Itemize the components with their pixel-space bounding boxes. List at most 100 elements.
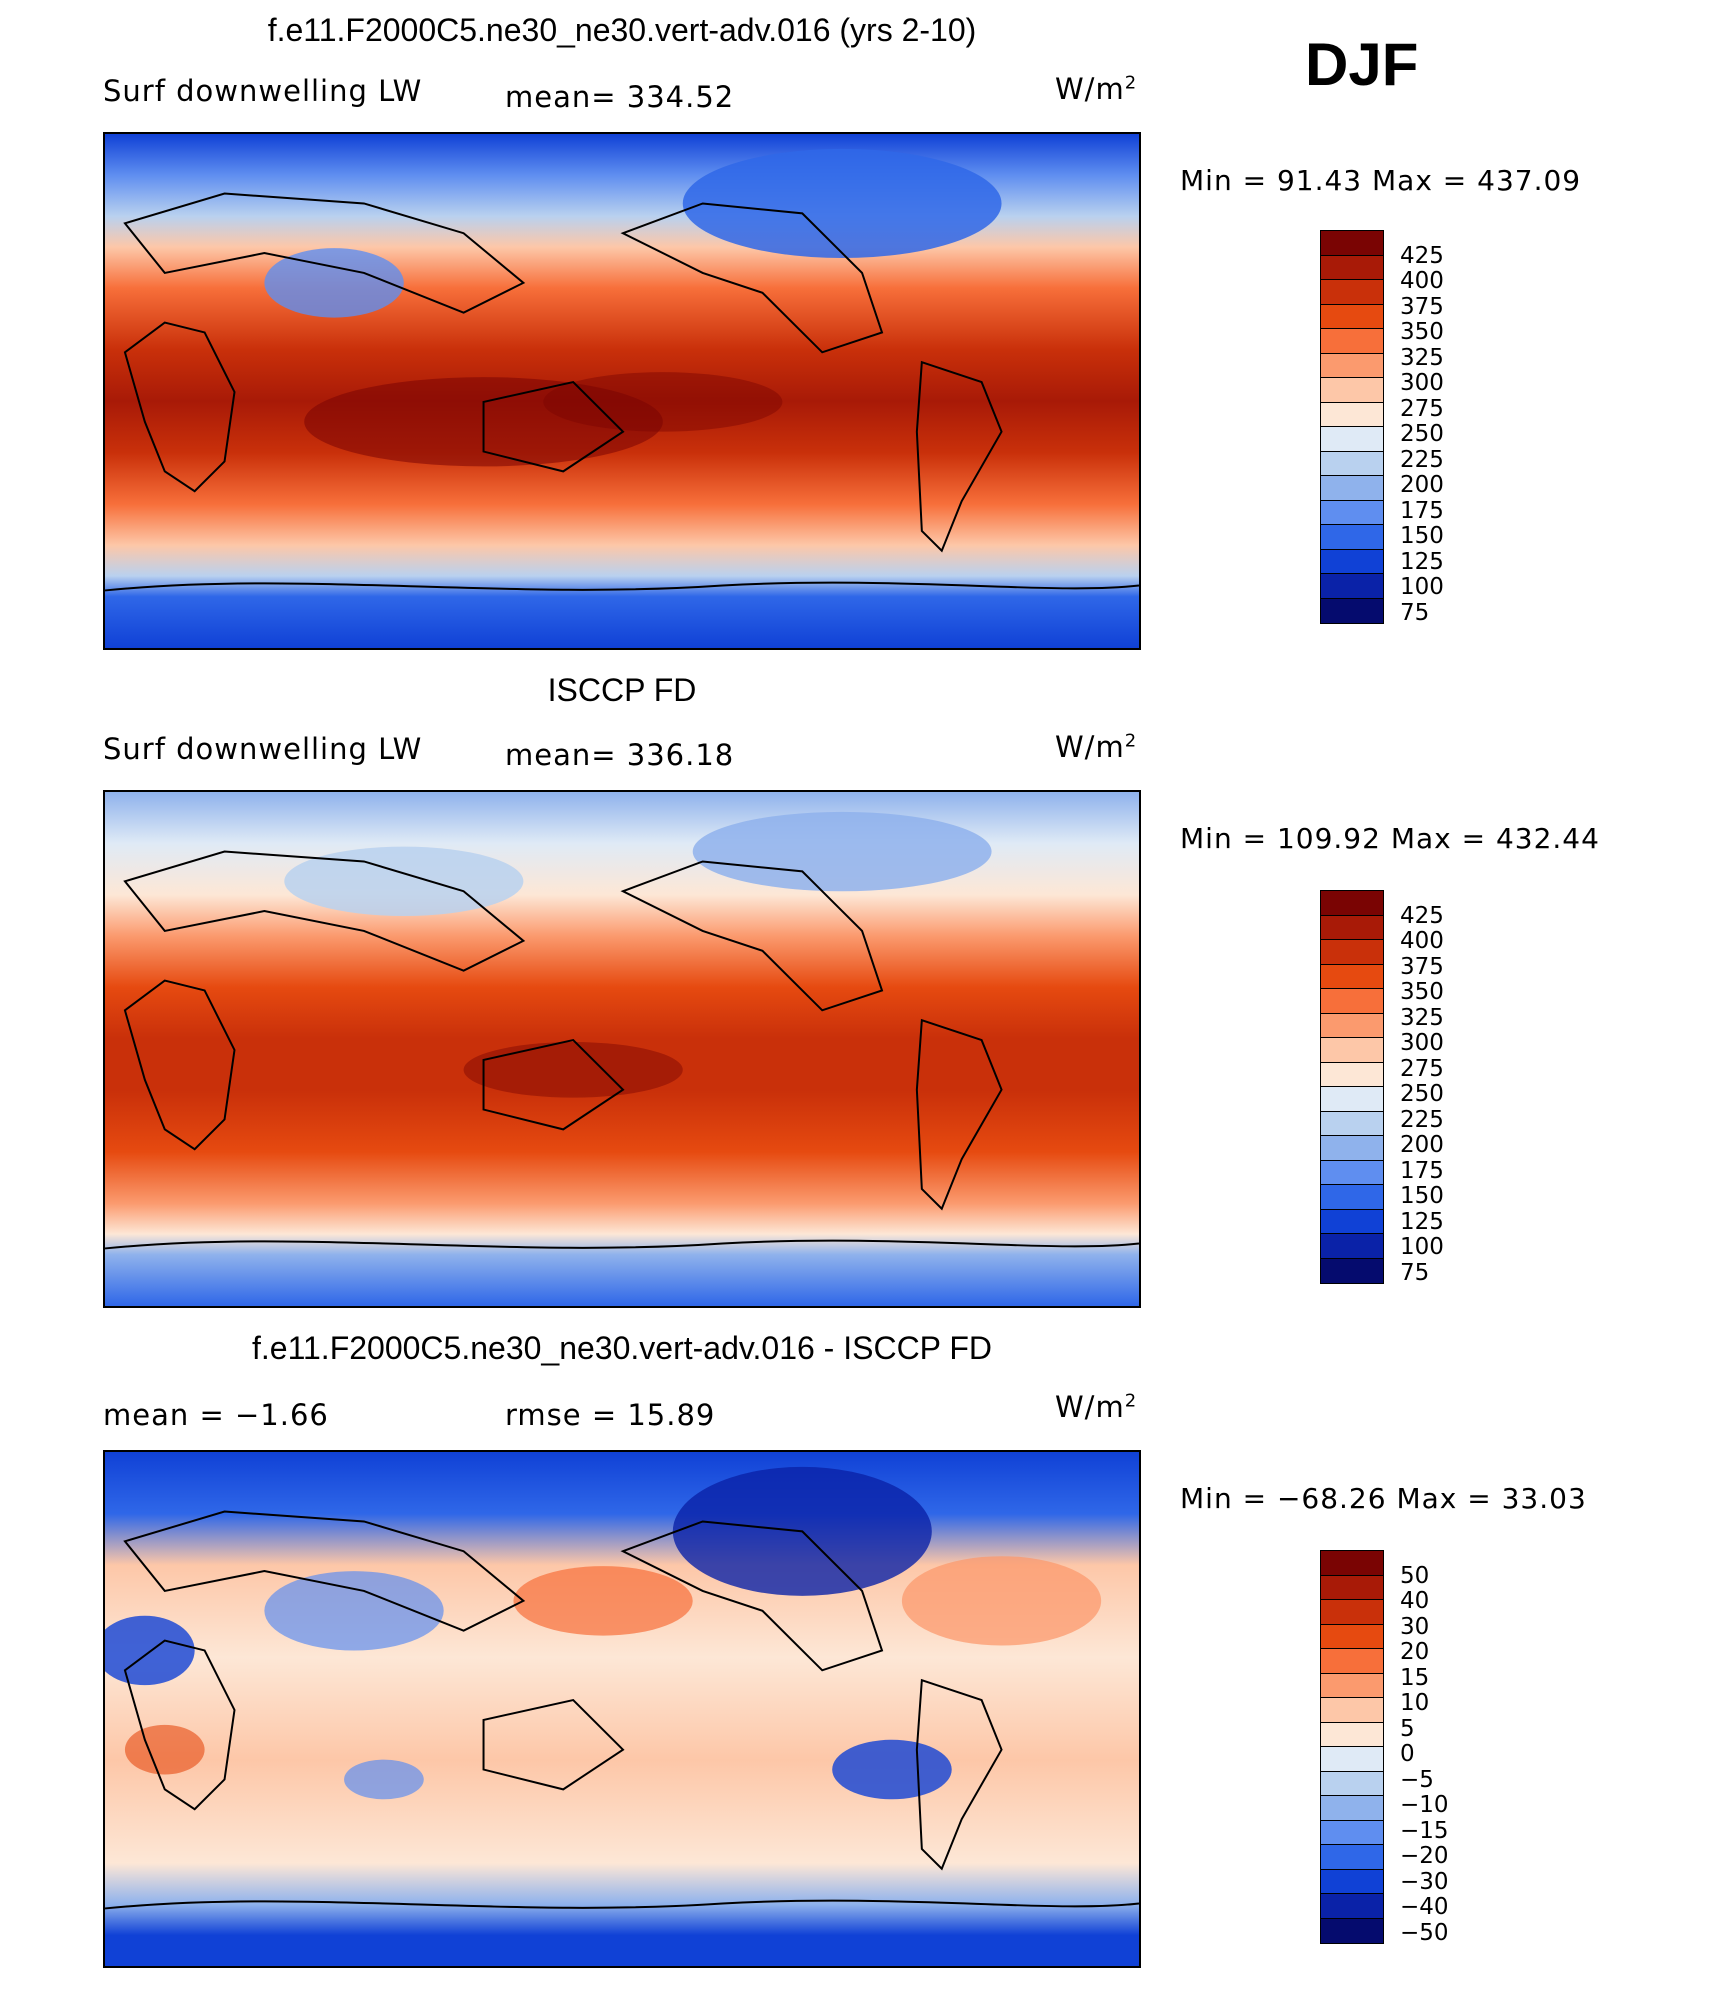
panel-diff-map [103, 1450, 1141, 1968]
colorbar-swatch [1321, 1820, 1383, 1845]
colorbar-swatch [1321, 402, 1383, 427]
colorbar-swatch [1321, 1845, 1383, 1870]
colorbar-box [1320, 890, 1384, 1284]
colorbar-swatch [1321, 1038, 1383, 1063]
colorbar-swatch [1321, 891, 1383, 916]
panel-obs-variable: Surf downwelling LW [103, 732, 423, 766]
colorbar-swatch [1321, 1160, 1383, 1185]
colorbar-swatch [1321, 1673, 1383, 1698]
colorbar-swatch [1321, 304, 1383, 329]
colorbar-level-label: 275 [1400, 1055, 1444, 1082]
colorbar-swatch [1321, 1722, 1383, 1747]
panel-model-variable: Surf downwelling LW [103, 74, 423, 108]
colorbar-level-label: 375 [1400, 293, 1444, 320]
colorbar-level-label: 325 [1400, 344, 1444, 371]
colorbar-swatch [1321, 574, 1383, 599]
colorbar-swatch [1321, 1771, 1383, 1796]
colorbar-swatch [1321, 451, 1383, 476]
colorbar-swatch [1321, 989, 1383, 1014]
colorbar-swatch [1321, 1234, 1383, 1259]
panel-diff-title: f.e11.F2000C5.ne30_ne30.vert-adv.016 - I… [252, 1330, 992, 1366]
colorbar-level-label: 375 [1400, 953, 1444, 980]
colorbar-swatch [1321, 1747, 1383, 1772]
map-obs-field [105, 792, 1139, 1306]
colorbar-swatch [1321, 1869, 1383, 1894]
colorbar-level-label: 125 [1400, 1208, 1444, 1235]
colorbar-swatch [1321, 1796, 1383, 1821]
colorbar-level-label: 200 [1400, 1132, 1444, 1158]
colorbar-swatch [1321, 1698, 1383, 1723]
colorbar-level-label: 225 [1400, 1106, 1444, 1133]
panel-obs-minmax: Min = 109.92 Max = 432.44 [1180, 822, 1600, 855]
colorbar-level-label: 325 [1400, 1004, 1444, 1031]
colorbar-swatch [1321, 280, 1383, 305]
panel-model-title: f.e11.F2000C5.ne30_ne30.vert-adv.016 (yr… [267, 12, 977, 48]
colorbar-level-label: 175 [1400, 497, 1444, 524]
colorbar-level-label: −15 [1400, 1817, 1449, 1844]
panel-obs-title: ISCCP FD [547, 672, 697, 708]
colorbar-swatch [1321, 1600, 1383, 1625]
colorbar-swatch [1321, 500, 1383, 525]
colorbar-level-label: 175 [1400, 1157, 1444, 1184]
panel-model-mean: mean= 334.52 [505, 80, 735, 114]
colorbar-level-label: 5 [1400, 1715, 1415, 1742]
panel-diff-units: W/m2 [1055, 1390, 1138, 1424]
colorbar-swatch [1321, 231, 1383, 256]
colorbar-swatch [1321, 1087, 1383, 1112]
colorbar-level-label: 15 [1400, 1664, 1430, 1691]
colorbar-level-label: 250 [1400, 1081, 1444, 1107]
colorbar-swatch [1321, 1111, 1383, 1136]
season-label: DJF [1305, 31, 1419, 98]
colorbar-level-label: 30 [1400, 1613, 1430, 1640]
colorbar-level-label: 300 [1400, 370, 1444, 396]
colorbar-swatch [1321, 1649, 1383, 1674]
colorbar-level-label: 350 [1400, 979, 1444, 1005]
colorbar-level-label: 150 [1400, 1183, 1444, 1209]
panel-model-units: W/m2 [1055, 72, 1138, 106]
colorbar-swatch [1321, 255, 1383, 280]
map-diff-field [105, 1452, 1139, 1966]
colorbar-swatch [1321, 598, 1383, 623]
colorbar-level-label: 250 [1400, 421, 1444, 447]
colorbar-swatch [1321, 1551, 1383, 1576]
colorbar-level-label: 200 [1400, 472, 1444, 498]
panel-obs-map [103, 790, 1141, 1308]
colorbar-level-label: 125 [1400, 548, 1444, 575]
colorbar-level-label: 400 [1400, 268, 1444, 294]
colorbar-swatch [1321, 476, 1383, 501]
colorbar-level-label: −50 [1400, 1919, 1449, 1946]
colorbar-level-label: 425 [1400, 902, 1444, 929]
colorbar-level-label: 425 [1400, 242, 1444, 269]
colorbar-swatch [1321, 525, 1383, 550]
map-model-field [105, 134, 1139, 648]
panel-diff-rmse: rmse = 15.89 [505, 1398, 716, 1432]
panel-obs-units: W/m2 [1055, 730, 1138, 764]
colorbar-swatch [1321, 964, 1383, 989]
colorbar-box [1320, 1550, 1384, 1944]
colorbar-level-label: 10 [1400, 1690, 1430, 1716]
colorbar-swatch [1321, 427, 1383, 452]
colorbar-level-label: 150 [1400, 523, 1444, 549]
colorbar-swatch [1321, 1575, 1383, 1600]
colorbar-level-label: 20 [1400, 1639, 1430, 1665]
colorbar-level-label: 275 [1400, 395, 1444, 422]
colorbar-level-label: 75 [1400, 599, 1430, 626]
colorbar-box [1320, 230, 1384, 624]
colorbar-level-label: −40 [1400, 1894, 1449, 1920]
colorbar-level-label: 75 [1400, 1259, 1430, 1286]
panel-diff-colorbar: 50 40 30 20 15 10 5 0 −5 −10 −15 −20 −30 −40 −50 [1320, 1550, 1449, 1946]
colorbar-swatch [1321, 1918, 1383, 1943]
panel-obs-mean: mean= 336.18 [505, 738, 735, 772]
colorbar-level-label: −10 [1400, 1792, 1449, 1818]
colorbar-swatch [1321, 1185, 1383, 1210]
colorbar-level-label: 350 [1400, 319, 1444, 345]
colorbar-level-label: −30 [1400, 1868, 1449, 1895]
colorbar-level-label: −20 [1400, 1843, 1449, 1869]
colorbar-level-label: 100 [1400, 1234, 1444, 1260]
panel-diff-minmax: Min = −68.26 Max = 33.03 [1180, 1482, 1587, 1515]
colorbar-swatch [1321, 1624, 1383, 1649]
colorbar-swatch [1321, 1209, 1383, 1234]
colorbar-level-label: 40 [1400, 1588, 1430, 1614]
panel-diff-mean: mean = −1.66 [103, 1398, 329, 1432]
colorbar-level-label: 100 [1400, 574, 1444, 600]
